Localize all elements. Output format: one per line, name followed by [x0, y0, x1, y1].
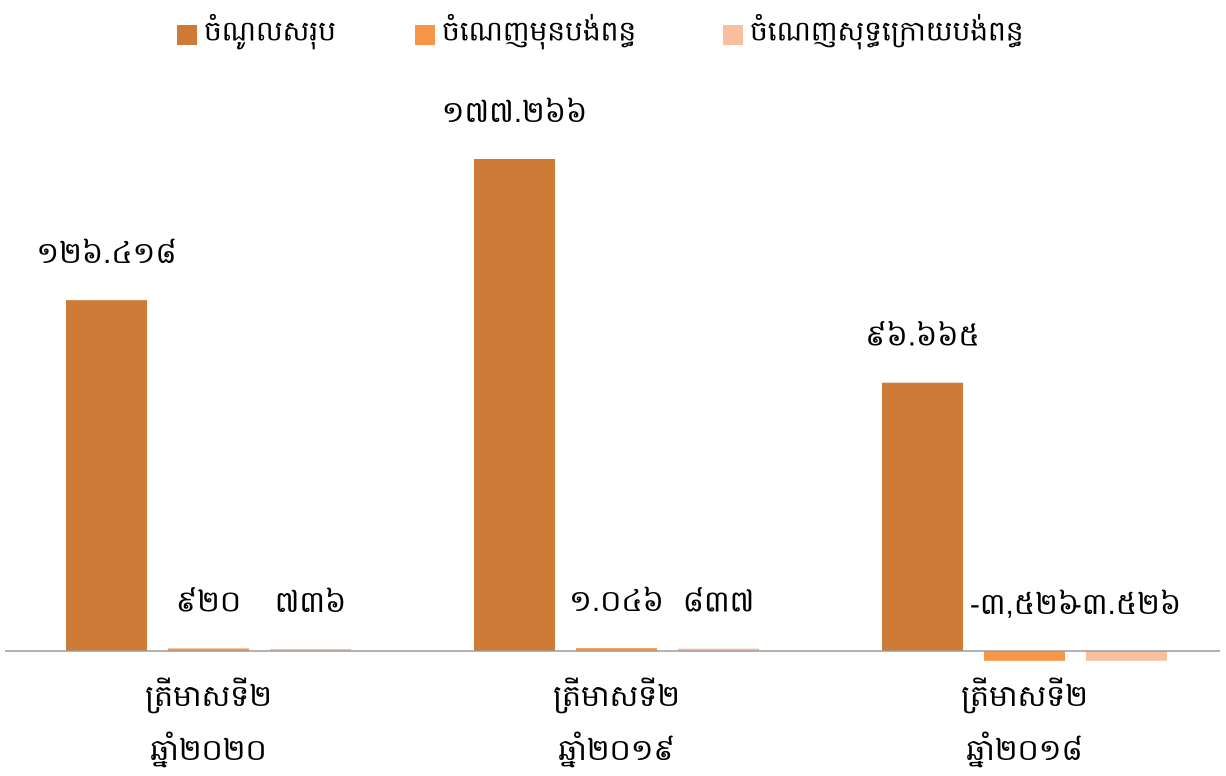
- x-tick-label: ត្រីមាសទី២: [145, 677, 272, 714]
- data-label: ១៧៧.២៦៦: [442, 96, 587, 129]
- data-label: ១២៦.៤១៨: [36, 237, 176, 270]
- bar: [984, 651, 1065, 661]
- data-label: ៩៦.៦៦៥: [865, 320, 980, 353]
- legend-swatch: [723, 25, 743, 45]
- data-label: ៩២០: [176, 585, 241, 618]
- bar: [882, 382, 963, 651]
- bar: [576, 648, 657, 651]
- data-label: -៣.៥២៦: [1072, 588, 1181, 621]
- data-label: ៧៣៦: [275, 586, 346, 619]
- bar: [66, 300, 147, 651]
- legend-label: ចំណេញសុទ្ធក្រោយបង់ពន្ធ: [750, 13, 1024, 49]
- x-tick-label: ត្រីមាសទី២: [961, 677, 1088, 714]
- x-tick-label: ឆ្នាំ២០២០: [150, 731, 266, 768]
- bar: [168, 648, 249, 651]
- legend-swatch: [415, 25, 435, 45]
- x-tick-label: ត្រីមាសទី២: [553, 677, 680, 714]
- data-label: ៨៣៧: [683, 586, 754, 619]
- legend-label: ចំណេញមុនបង់ពន្ធ: [442, 13, 636, 49]
- bar: [474, 159, 555, 651]
- data-label: ១.០៤៦: [569, 585, 664, 618]
- data-label: -៣,៥២៦: [970, 588, 1079, 621]
- bar: [270, 648, 351, 651]
- legend-label: ចំណូលសរុប: [204, 13, 336, 49]
- bar: [1086, 651, 1167, 661]
- legend-swatch: [177, 25, 197, 45]
- x-tick-label: ឆ្នាំ២០១៩: [558, 731, 674, 768]
- bar: [678, 648, 759, 651]
- x-tick-label: ឆ្នាំ២០១៨: [966, 731, 1082, 768]
